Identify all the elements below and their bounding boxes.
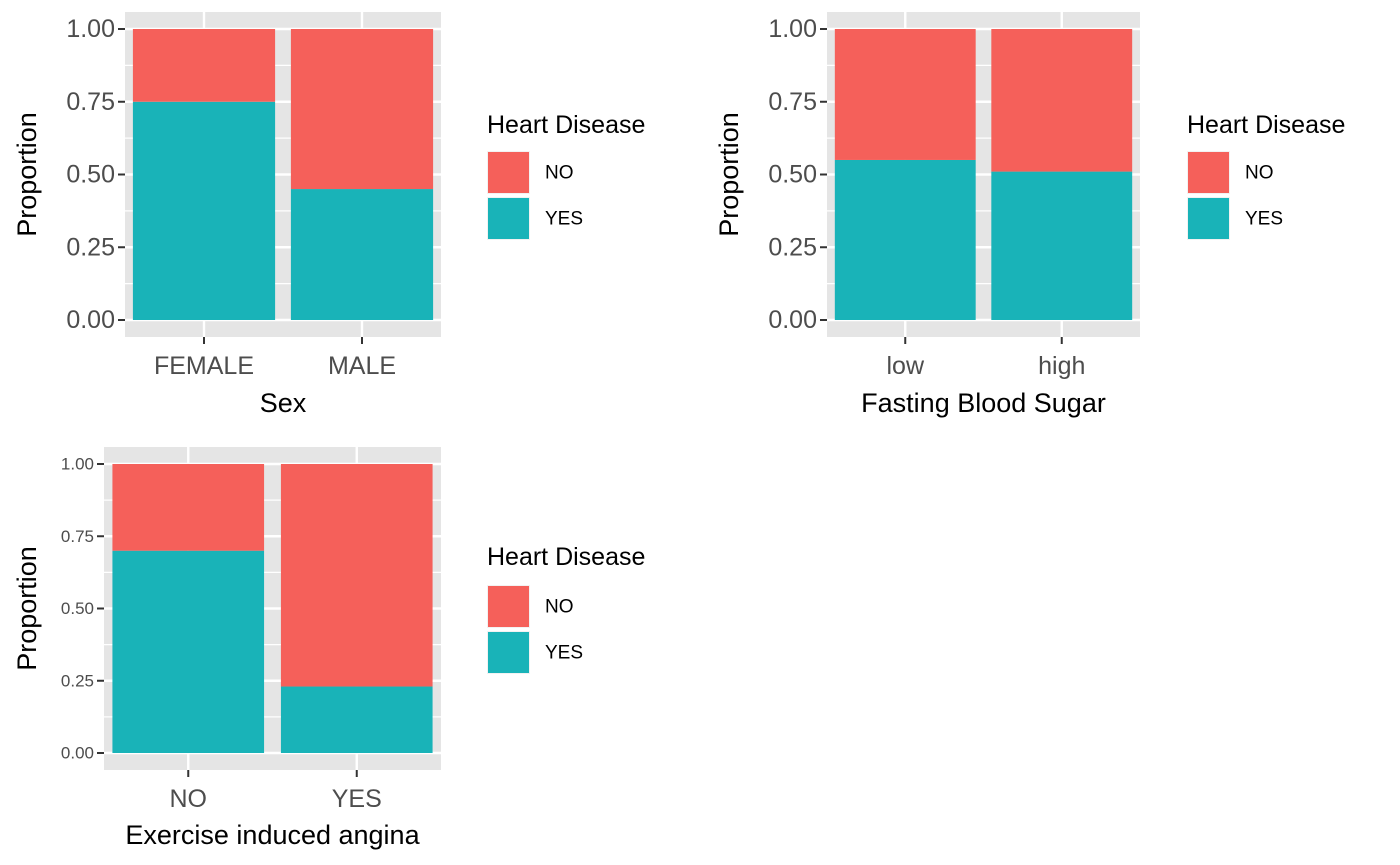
- bar-no-yes: [112, 550, 265, 753]
- x-tick-label: MALE: [328, 352, 396, 380]
- legend-label-no: NO: [1245, 163, 1274, 184]
- y-tick-label: 0.00: [66, 306, 115, 334]
- legend: Heart Disease NO YES: [487, 543, 645, 674]
- chart-2: 0.00 0.25 0.50 0.75 1.00 low high Fasting Blood…: [714, 12, 1345, 418]
- x-axis-title: Fasting Blood Sugar: [861, 388, 1106, 418]
- y-tick-label: 0.25: [768, 233, 817, 261]
- legend-key-no: [488, 586, 529, 627]
- bar-high-no: [991, 29, 1133, 172]
- legend-key-yes: [488, 632, 529, 673]
- bar-high-yes: [991, 171, 1133, 320]
- y-tick-label: 0.75: [768, 88, 817, 116]
- legend-title: Heart Disease: [487, 111, 645, 139]
- legend-label-yes: YES: [545, 643, 583, 664]
- y-tick-label: 0.75: [66, 88, 115, 116]
- bar-yes-no: [280, 464, 433, 687]
- bar-low-yes: [834, 159, 976, 320]
- chart-1: 0.00 0.25 0.50 0.75 1.00 FEMALE MALE Sex Proport…: [12, 12, 645, 418]
- bar-female-yes: [132, 101, 276, 320]
- y-tick-label: 0.75: [61, 527, 94, 546]
- bar-no-no: [112, 464, 265, 551]
- legend-title: Heart Disease: [1187, 111, 1345, 139]
- y-tick-label: 0.50: [66, 161, 115, 189]
- y-tick-label: 1.00: [66, 15, 115, 43]
- y-tick-label: 0.50: [61, 599, 94, 618]
- y-tick-label: 1.00: [768, 15, 817, 43]
- legend-key-no: [488, 152, 529, 193]
- y-tick-label: 0.25: [66, 233, 115, 261]
- legend-key-yes: [488, 198, 529, 239]
- bar-male-no: [290, 29, 434, 190]
- legend-label-no: NO: [545, 163, 574, 184]
- y-axis-title: Proportion: [714, 112, 744, 237]
- x-tick-label: FEMALE: [154, 352, 254, 380]
- y-tick-label: 0.25: [61, 671, 94, 690]
- y-tick-label: 0.50: [768, 161, 817, 189]
- y-tick-label: 0.00: [61, 744, 94, 763]
- y-tick-label: 0.00: [768, 306, 817, 334]
- legend-title: Heart Disease: [487, 543, 645, 571]
- y-axis-title: Proportion: [12, 546, 42, 671]
- y-tick-label: 1.00: [61, 455, 94, 474]
- bar-female-no: [132, 29, 276, 102]
- legend-label-yes: YES: [545, 209, 583, 230]
- legend: Heart Disease NO YES: [487, 111, 645, 240]
- legend-label-yes: YES: [1245, 209, 1283, 230]
- x-tick-label: YES: [332, 785, 382, 813]
- legend-key-yes: [1188, 198, 1229, 239]
- legend-label-no: NO: [545, 597, 574, 618]
- x-tick-label: NO: [170, 785, 208, 813]
- x-axis-title: Sex: [260, 388, 307, 418]
- chart-3: 0.00 0.25 0.50 0.75 1.00 NO YES Exercise induce…: [12, 447, 645, 850]
- x-axis-title: Exercise induced angina: [125, 820, 420, 850]
- bar-male-yes: [290, 189, 434, 320]
- bar-yes-yes: [280, 686, 433, 753]
- x-tick-label: high: [1038, 352, 1085, 380]
- legend: Heart Disease NO YES: [1187, 111, 1345, 240]
- x-tick-label: low: [886, 352, 924, 380]
- legend-key-no: [1188, 152, 1229, 193]
- bar-low-no: [834, 29, 976, 160]
- y-axis-title: Proportion: [12, 112, 42, 237]
